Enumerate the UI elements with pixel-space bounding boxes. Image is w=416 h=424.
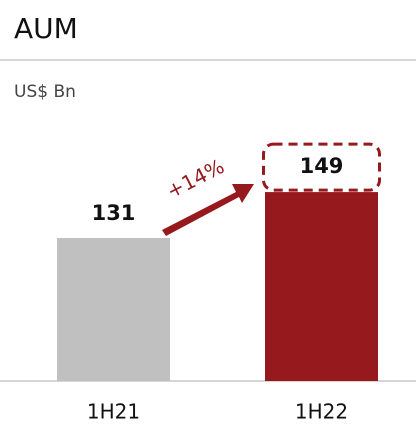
bar [265,192,378,381]
x-tick-label: 1H22 [295,400,348,424]
highlight-box [262,142,381,192]
value-label: 131 [92,201,136,225]
chart-subtitle: US$ Bn [14,82,76,102]
growth-annotation: +14% [163,154,228,203]
x-tick-label: 1H21 [87,400,140,424]
value-label: 149 [300,154,344,178]
bar [57,238,170,381]
growth-arrow [162,184,254,236]
chart-title: AUM [14,12,78,45]
